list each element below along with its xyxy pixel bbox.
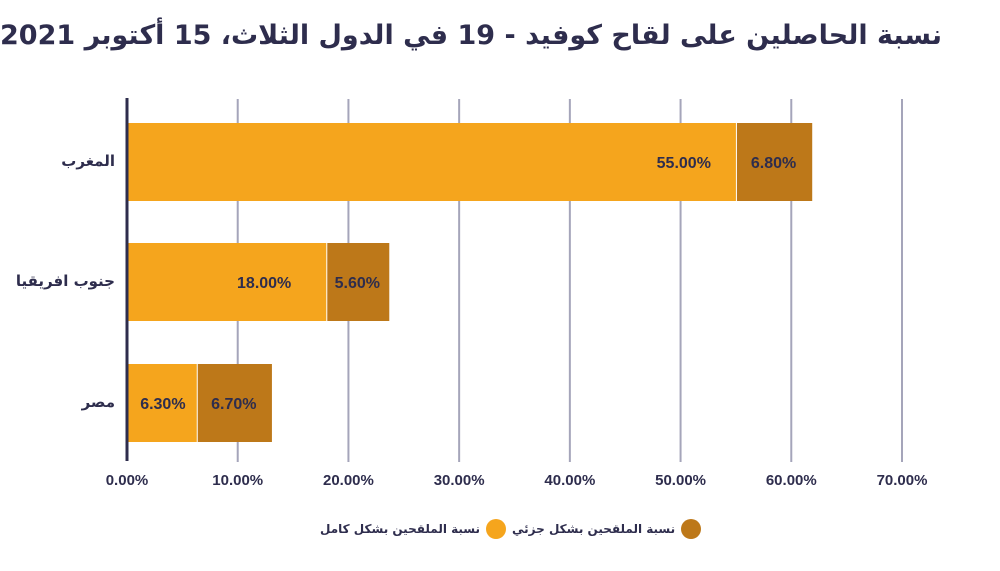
- data-labels: 55.00% 6.80% 18.00% 5.60% 6.30% 6.70%: [140, 155, 796, 413]
- data-label: 18.00%: [237, 275, 291, 292]
- bars: [128, 123, 813, 442]
- legend-item-full[interactable]: نسبة الملقحين بشكل كامل: [320, 519, 507, 539]
- category-label: المغرب: [61, 152, 115, 170]
- legend-full-label: نسبة الملقحين بشكل كامل: [320, 522, 481, 536]
- data-label: 6.70%: [211, 396, 256, 413]
- bar-partially-vaccinated[interactable]: [327, 243, 390, 321]
- legend-partial-swatch-icon: [681, 519, 702, 539]
- bar-fully-vaccinated[interactable]: [128, 243, 327, 321]
- category-label: جنوب افريقيا: [16, 272, 115, 290]
- x-tick-label: 50.00%: [655, 472, 706, 489]
- legend-partial-label: نسبة الملقحين بشكل جزئي: [512, 522, 676, 536]
- x-tick-label: 20.00%: [323, 472, 374, 489]
- data-label: 6.80%: [751, 155, 796, 172]
- bar-fully-vaccinated[interactable]: [128, 123, 736, 201]
- bar-partially-vaccinated[interactable]: [197, 364, 272, 442]
- x-tick-label: 70.00%: [877, 472, 928, 489]
- x-tick-label: 30.00%: [434, 472, 485, 489]
- data-label: 6.30%: [140, 396, 185, 413]
- category-labels: المغرب جنوب افريقيا مصر: [16, 152, 115, 411]
- bar-fully-vaccinated[interactable]: [128, 364, 197, 442]
- x-tick-label: 10.00%: [212, 472, 263, 489]
- legend-item-partial[interactable]: نسبة الملقحين بشكل جزئي: [512, 519, 702, 539]
- bar-partially-vaccinated[interactable]: [736, 123, 813, 201]
- x-tick-label: 0.00%: [106, 472, 149, 489]
- x-tick-labels: 0.00% 10.00% 20.00% 30.00% 40.00% 50.00% 60.00…: [106, 472, 928, 489]
- chart-title: نسبة الحاصلين على لقاح كوفيد - 19 في الد…: [0, 20, 942, 51]
- category-label: مصر: [81, 393, 115, 411]
- x-tick-label: 60.00%: [766, 472, 817, 489]
- data-label: 5.60%: [335, 275, 380, 292]
- x-tick-label: 40.00%: [544, 472, 595, 489]
- legend-full-swatch-icon: [486, 519, 507, 539]
- data-label: 55.00%: [657, 155, 711, 172]
